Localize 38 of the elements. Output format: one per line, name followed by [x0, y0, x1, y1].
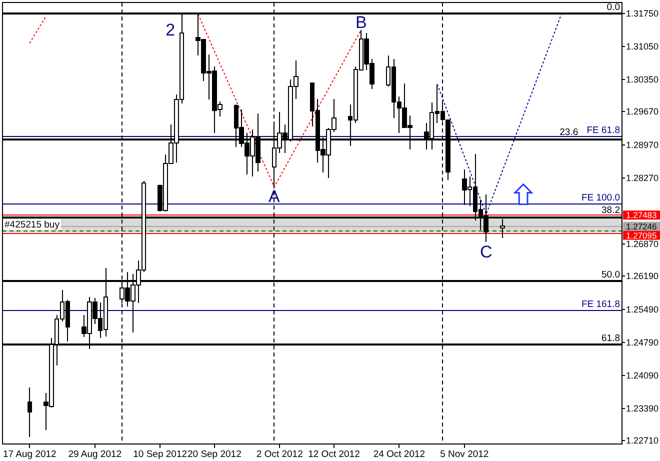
annotation: B — [355, 12, 367, 32]
y-tick-label: 1.29670 — [626, 106, 659, 117]
annotation: 23.6 — [560, 127, 578, 138]
y-tick-label: 1.24090 — [626, 370, 659, 380]
y-tick-label: 1.28970 — [626, 140, 659, 150]
x-tick-label: 20 Sep 2012 — [187, 449, 242, 460]
ref-line-label: 1.27483 — [626, 210, 657, 220]
x-tick-label: 10 Sep 2012 — [133, 449, 188, 460]
ref-line-label: 1.27246 — [626, 221, 657, 232]
y-tick-label: 1.26190 — [626, 271, 659, 282]
ref-line-label: FE 61.8 — [586, 125, 620, 136]
annotation: 0.0 — [606, 2, 620, 13]
annotation: 38.2 — [602, 205, 620, 216]
y-tick-label: 1.31050 — [626, 41, 659, 52]
x-tick-label: 5 Nov 2012 — [440, 449, 489, 460]
annotation: A — [268, 187, 281, 206]
candlestick — [27, 387, 32, 438]
x-tick-label: 12 Oct 2012 — [308, 449, 360, 460]
y-tick-label: 1.28270 — [626, 172, 659, 183]
ref-line-label: 1.27095 — [626, 230, 657, 240]
y-tick-label: 1.23390 — [626, 404, 659, 414]
ref-line-label: FE 100.0 — [581, 192, 620, 204]
annotation: 50.0 — [602, 269, 620, 280]
annotation: #425215 buy — [4, 219, 60, 230]
y-tick-label: 1.22710 — [626, 436, 659, 446]
y-tick-label: 1.26870 — [626, 239, 659, 250]
ref-line-label: FE 161.8 — [581, 299, 620, 310]
x-tick-label: 24 Oct 2012 — [373, 449, 426, 460]
annotation: C — [480, 242, 492, 262]
x-tick-label: 17 Aug 2012 — [2, 449, 56, 460]
y-tick-label: 1.31750 — [626, 8, 659, 18]
x-tick-label: 2 Oct 2012 — [256, 449, 303, 460]
annotation: 2 — [166, 20, 176, 40]
y-tick-label: 1.24790 — [626, 337, 659, 348]
x-tick-label: 29 Aug 2012 — [68, 449, 122, 460]
y-tick-label: 1.30350 — [626, 74, 659, 85]
annotation: 61.8 — [602, 332, 620, 344]
y-tick-label: 1.25490 — [626, 304, 659, 314]
